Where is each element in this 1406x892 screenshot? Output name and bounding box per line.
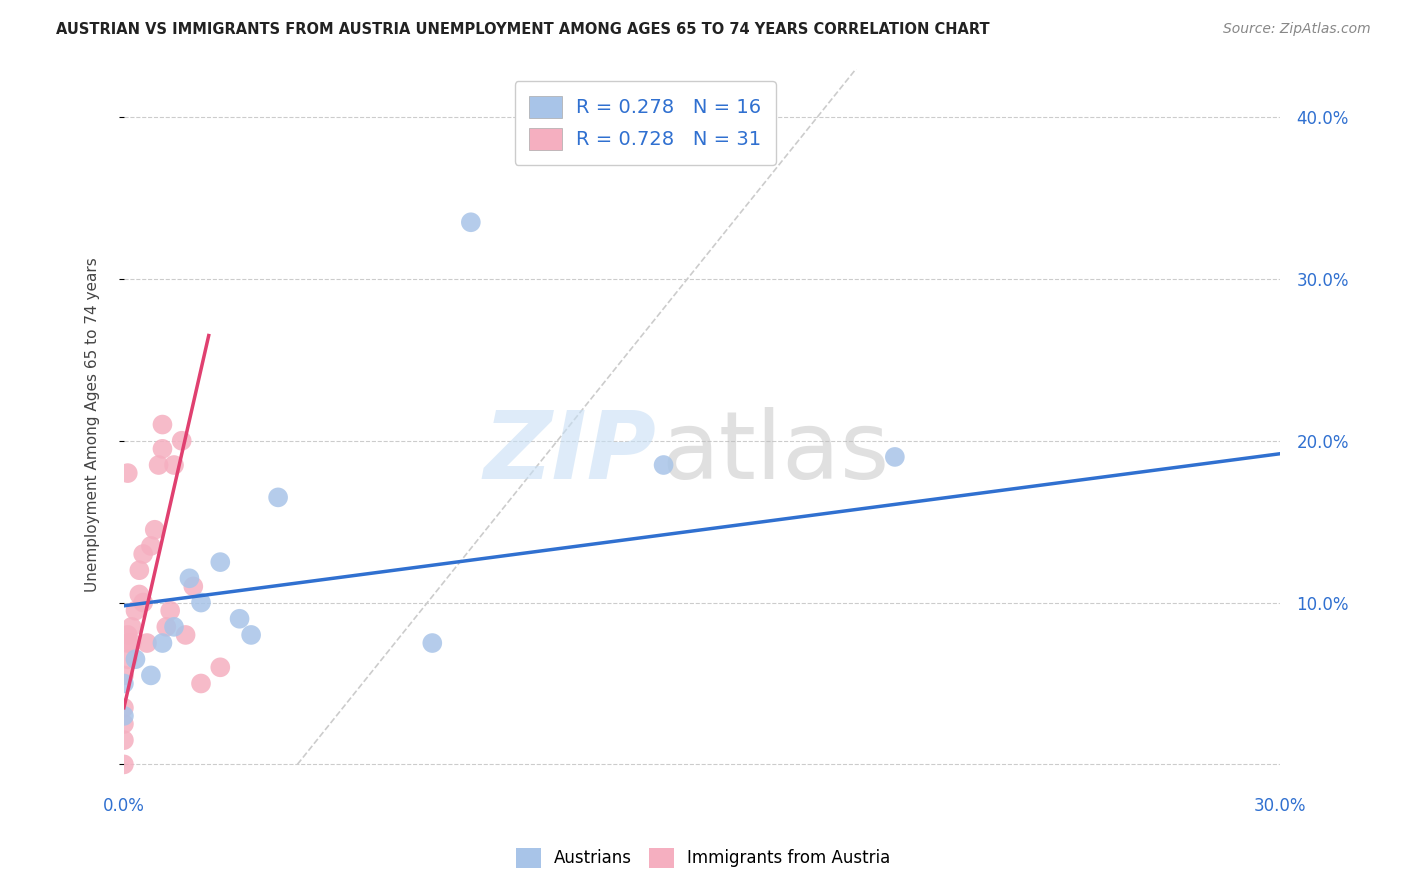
Point bbox=[240, 628, 263, 642]
Point bbox=[117, 466, 139, 480]
Point bbox=[179, 571, 201, 585]
Point bbox=[112, 700, 135, 714]
Point bbox=[112, 709, 135, 723]
Point bbox=[190, 676, 212, 690]
Point bbox=[117, 652, 139, 666]
Point bbox=[228, 612, 250, 626]
Point bbox=[128, 563, 150, 577]
Legend: R = 0.278   N = 16, R = 0.728   N = 31: R = 0.278 N = 16, R = 0.728 N = 31 bbox=[515, 81, 776, 165]
Point bbox=[420, 636, 443, 650]
Point bbox=[124, 604, 146, 618]
Point bbox=[460, 215, 482, 229]
Point bbox=[117, 636, 139, 650]
Point bbox=[124, 652, 146, 666]
Point bbox=[883, 450, 905, 464]
Point bbox=[112, 668, 135, 682]
Point bbox=[170, 434, 193, 448]
Text: AUSTRIAN VS IMMIGRANTS FROM AUSTRIA UNEMPLOYMENT AMONG AGES 65 TO 74 YEARS CORRE: AUSTRIAN VS IMMIGRANTS FROM AUSTRIA UNEM… bbox=[56, 22, 990, 37]
Point bbox=[163, 458, 186, 472]
Legend: Austrians, Immigrants from Austria: Austrians, Immigrants from Austria bbox=[509, 841, 897, 875]
Point bbox=[136, 636, 159, 650]
Point bbox=[128, 587, 150, 601]
Point bbox=[152, 417, 174, 432]
Point bbox=[117, 628, 139, 642]
Point bbox=[112, 757, 135, 772]
Point bbox=[139, 668, 162, 682]
Point bbox=[152, 636, 174, 650]
Text: Source: ZipAtlas.com: Source: ZipAtlas.com bbox=[1223, 22, 1371, 37]
Point bbox=[209, 660, 232, 674]
Point bbox=[155, 620, 177, 634]
Point bbox=[112, 797, 135, 812]
Text: atlas: atlas bbox=[662, 407, 890, 499]
Point bbox=[181, 579, 204, 593]
Point bbox=[143, 523, 166, 537]
Point bbox=[152, 442, 174, 456]
Point bbox=[112, 717, 135, 731]
Point bbox=[112, 676, 135, 690]
Point bbox=[148, 458, 170, 472]
Point bbox=[121, 620, 143, 634]
Point bbox=[132, 596, 155, 610]
Point bbox=[267, 491, 290, 505]
Point bbox=[139, 539, 162, 553]
Point bbox=[652, 458, 675, 472]
Point bbox=[132, 547, 155, 561]
Point bbox=[209, 555, 232, 569]
Point bbox=[121, 636, 143, 650]
Point bbox=[190, 596, 212, 610]
Point bbox=[159, 604, 181, 618]
Point bbox=[163, 620, 186, 634]
Point bbox=[112, 733, 135, 747]
Point bbox=[174, 628, 197, 642]
Text: ZIP: ZIP bbox=[484, 407, 655, 499]
Y-axis label: Unemployment Among Ages 65 to 74 years: Unemployment Among Ages 65 to 74 years bbox=[86, 257, 100, 592]
